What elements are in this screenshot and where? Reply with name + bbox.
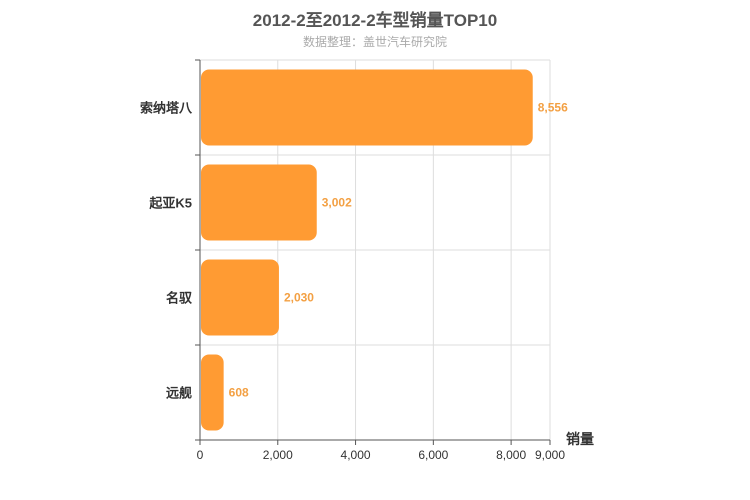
data-label: 608 xyxy=(229,386,249,400)
bar xyxy=(201,354,224,431)
x-tick-label: 0 xyxy=(197,448,204,462)
data-label: 2,030 xyxy=(284,291,314,305)
chart-subtitle: 数据整理：盖世汽车研究院 xyxy=(302,35,447,49)
bar xyxy=(201,259,279,336)
labels: 8,556 索纳塔八 3,002 起亚K5 2,030 名驭 608 远舰 0 2,000 4,00… xyxy=(140,101,594,463)
x-tick-label: 9,000 xyxy=(535,448,565,462)
x-tick-label: 8,000 xyxy=(496,448,526,462)
x-tick-label: 2,000 xyxy=(263,448,293,462)
category-label: 远舰 xyxy=(166,386,192,401)
bar xyxy=(201,164,317,241)
x-tick-label: 4,000 xyxy=(341,448,371,462)
chart-title: 2012-2至2012-2车型销量TOP10 xyxy=(252,11,498,30)
x-axis-title: 销量 xyxy=(566,431,594,447)
data-label: 3,002 xyxy=(322,196,352,210)
x-tick-label: 6,000 xyxy=(418,448,448,462)
axes xyxy=(195,59,551,445)
data-label: 8,556 xyxy=(538,101,568,115)
category-label: 索纳塔八 xyxy=(140,101,193,116)
bars xyxy=(201,69,533,431)
category-label: 名驭 xyxy=(166,291,193,306)
bar xyxy=(201,69,533,146)
category-label: 起亚K5 xyxy=(148,196,192,211)
